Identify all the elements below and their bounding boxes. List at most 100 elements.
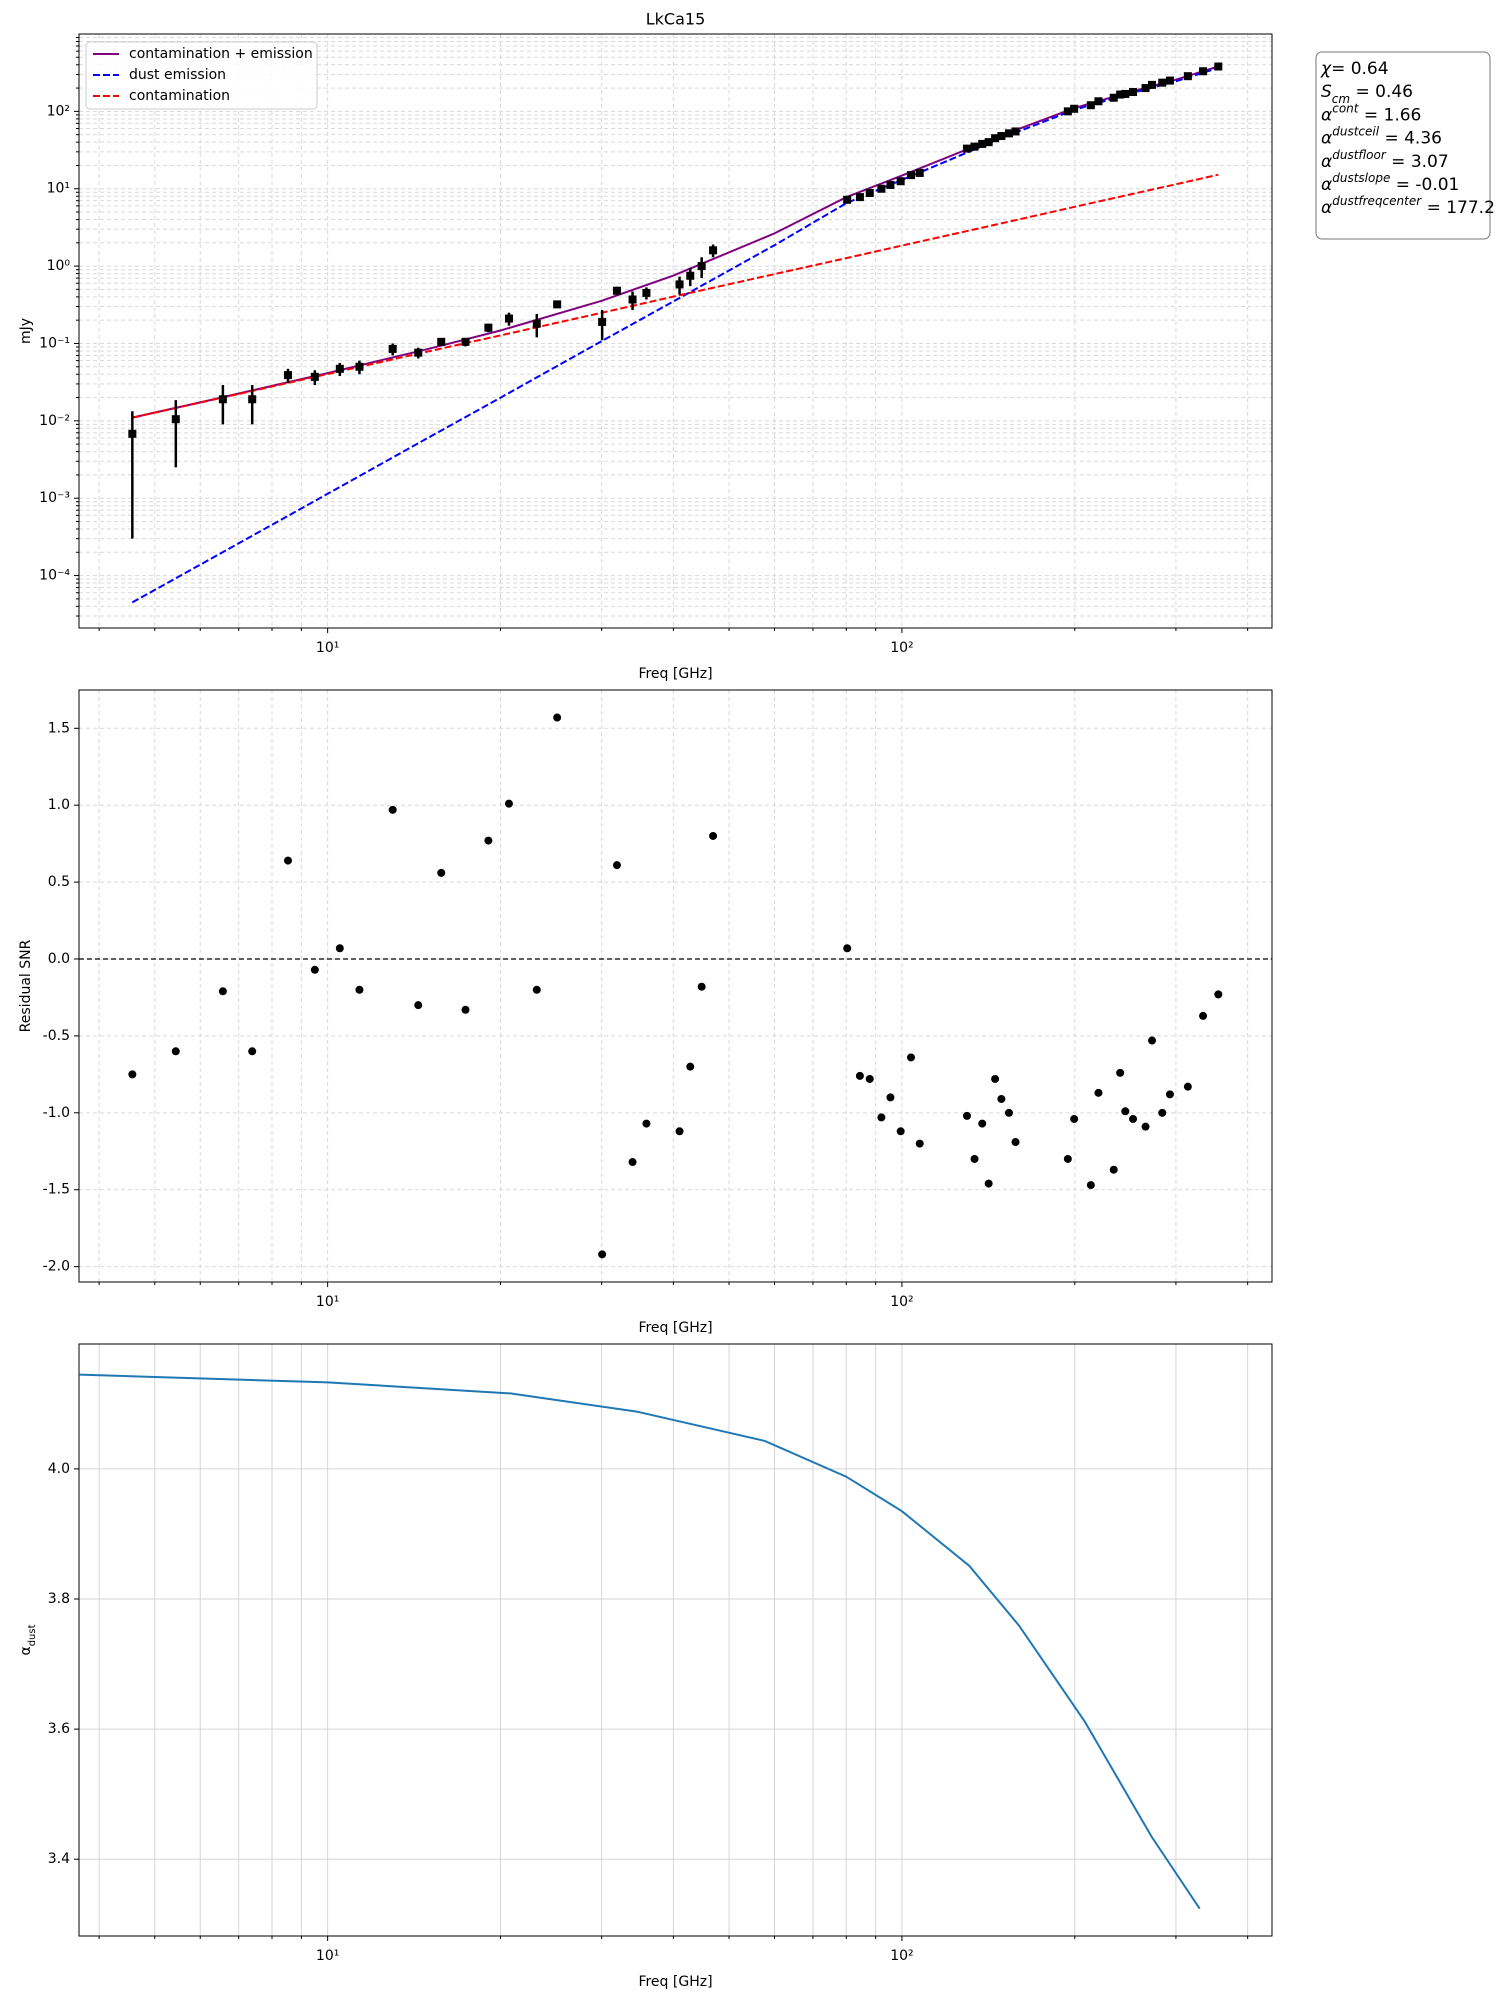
data-point xyxy=(970,142,979,151)
data-point xyxy=(991,134,1000,143)
y-tick-label: 10¹ xyxy=(47,181,70,197)
annotation-symbol: α xyxy=(1321,175,1332,195)
annotation-symbol: χ xyxy=(1320,59,1332,79)
annotation-line: αdustfloor = 3.07 xyxy=(1321,147,1449,172)
y-axis-label: αdust xyxy=(18,1624,38,1655)
data-point xyxy=(461,1005,470,1014)
x-tick-label: 10¹ xyxy=(316,640,339,656)
y-tick-label: 0.5 xyxy=(48,874,70,890)
annotation-symbol: α xyxy=(1321,105,1332,125)
annotation-sub: cm xyxy=(1332,92,1350,106)
annotation-value: = 1.66 xyxy=(1358,105,1421,125)
annotation-line: αdustceil = 4.36 xyxy=(1321,124,1442,149)
annotation-sup: dustslope xyxy=(1332,171,1390,185)
series-line xyxy=(131,66,1219,604)
data-point xyxy=(612,286,621,295)
annotation-value: = -0.01 xyxy=(1390,175,1459,195)
axes-frame xyxy=(78,33,1273,629)
data-point xyxy=(697,982,706,991)
annotation-sup: dustfloor xyxy=(1332,147,1387,161)
data-point xyxy=(997,1094,1006,1103)
data-point xyxy=(1148,1036,1157,1045)
data-point xyxy=(1129,1114,1138,1123)
annotation-value: = 3.07 xyxy=(1386,152,1449,172)
data-point xyxy=(1121,89,1130,98)
annotation-line: Scm = 0.46 xyxy=(1321,82,1413,106)
data-point xyxy=(675,1127,684,1136)
data-point xyxy=(484,836,493,845)
annotation-sup: dustceil xyxy=(1332,124,1379,138)
data-point xyxy=(1165,1090,1174,1099)
y-tick-label: 1.0 xyxy=(48,797,70,813)
y-tick-label: 10² xyxy=(47,103,70,119)
axes-frame xyxy=(78,1343,1273,1937)
annotation-symbol: α xyxy=(1321,129,1332,149)
data-point xyxy=(628,295,637,304)
chart-title: LkCa15 xyxy=(646,10,706,29)
data-point xyxy=(1109,93,1118,102)
data-point xyxy=(1116,90,1125,99)
data-point xyxy=(612,861,621,870)
x-tick-label: 10² xyxy=(890,1294,913,1310)
y-tick-label: 3.8 xyxy=(48,1591,70,1607)
y-tick-label: 3.6 xyxy=(48,1721,70,1737)
y-axis-label: Residual SNR xyxy=(18,939,34,1032)
series-line xyxy=(132,173,1219,419)
y-axis-label-sub: dust xyxy=(27,1624,38,1646)
annotation-value: = 0.46 xyxy=(1350,82,1413,102)
data-point xyxy=(855,193,864,202)
annotation-sup: dustfreqcenter xyxy=(1332,194,1422,208)
data-point xyxy=(1214,990,1223,999)
y-tick-label: 10⁻¹ xyxy=(39,335,70,351)
x-tick-label: 10¹ xyxy=(316,1294,339,1310)
data-point xyxy=(1129,87,1138,96)
data-point xyxy=(218,987,227,996)
data-point xyxy=(877,1113,886,1122)
data-point xyxy=(388,344,397,353)
data-point xyxy=(642,288,651,297)
data-point xyxy=(335,364,344,373)
annotation-symbol: S xyxy=(1321,82,1332,102)
annotation-line: αdustfreqcenter = 177.2 xyxy=(1321,194,1495,219)
annotation-line: χ= 0.64 xyxy=(1320,59,1389,79)
data-point xyxy=(978,139,987,148)
data-point xyxy=(1214,62,1223,71)
x-axis-label: Freq [GHz] xyxy=(638,1320,712,1336)
axes-frame xyxy=(78,689,1273,1283)
data-point xyxy=(461,337,470,346)
data-point xyxy=(1109,1165,1118,1174)
data-point xyxy=(484,323,493,332)
data-point xyxy=(414,348,423,357)
y-tick-label: -2.0 xyxy=(43,1259,70,1275)
data-point xyxy=(686,271,695,280)
data-point xyxy=(171,1047,180,1056)
data-point xyxy=(984,1179,993,1188)
data-point xyxy=(437,868,446,877)
data-point xyxy=(248,395,257,404)
data-point xyxy=(970,1154,979,1163)
y-axis-label: mJy xyxy=(18,318,34,344)
data-point xyxy=(1141,84,1150,93)
data-point xyxy=(1063,1154,1072,1163)
data-point xyxy=(310,372,319,381)
data-point xyxy=(128,1070,137,1079)
data-point xyxy=(1070,1114,1079,1123)
x-tick-label: 10² xyxy=(890,1948,913,1964)
x-tick-label: 10¹ xyxy=(316,1948,339,1964)
data-point xyxy=(1004,129,1013,138)
data-point xyxy=(628,1158,637,1167)
data-point xyxy=(1183,72,1192,81)
data-point xyxy=(686,1062,695,1071)
data-point xyxy=(598,1250,607,1259)
data-point xyxy=(877,184,886,193)
data-point xyxy=(991,1074,1000,1083)
y-tick-label: 1.5 xyxy=(48,720,70,736)
data-point xyxy=(504,799,513,808)
y-tick-label: 10⁰ xyxy=(47,258,71,274)
data-point xyxy=(843,195,852,204)
data-point xyxy=(962,1111,971,1120)
data-point xyxy=(1158,78,1167,87)
data-point xyxy=(532,319,541,328)
data-point xyxy=(283,856,292,865)
